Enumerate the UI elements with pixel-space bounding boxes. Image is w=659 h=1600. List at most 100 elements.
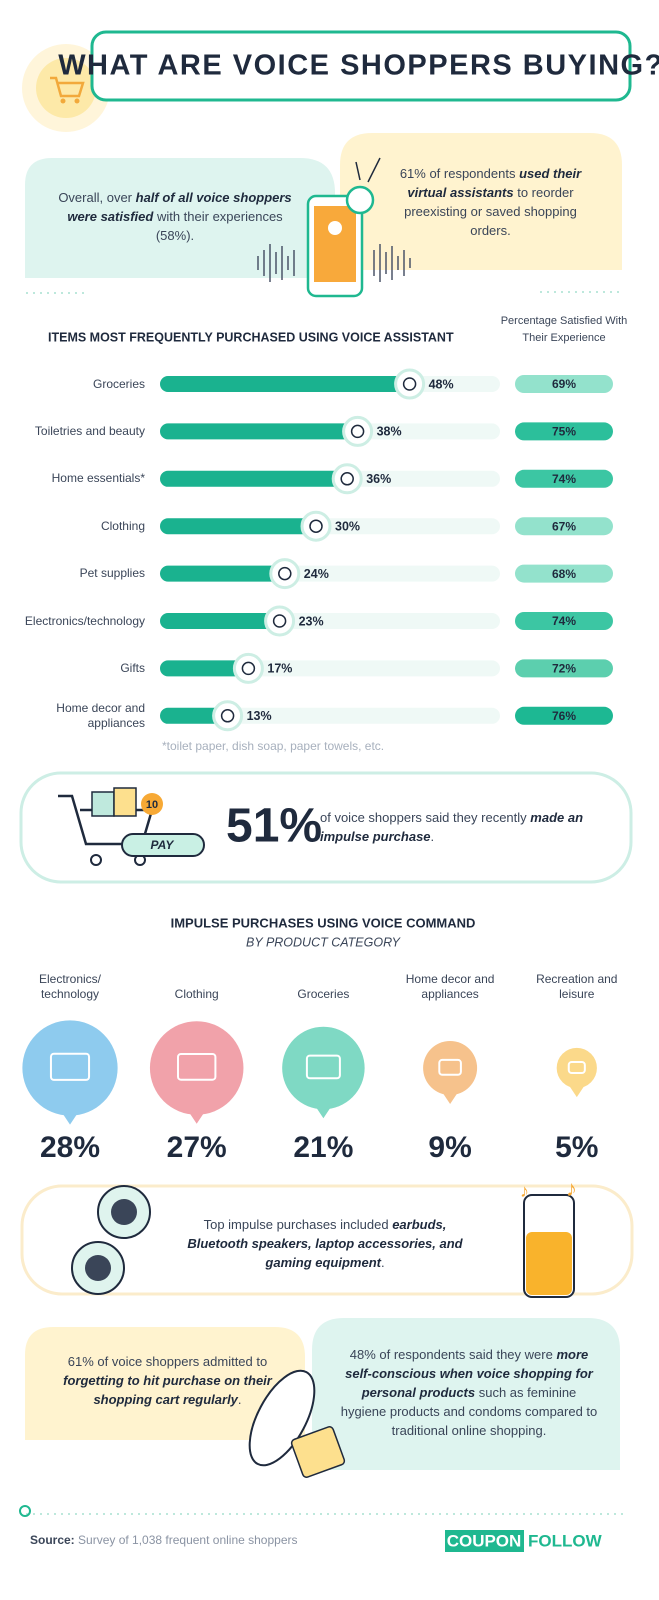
note-icon: ♪: [566, 1176, 577, 1201]
category-label-box: Electronics/ technology: [10, 966, 130, 1002]
text: of voice shoppers said they recently: [320, 810, 531, 825]
category-label: Gifts: [120, 660, 145, 675]
cart-wheel: [60, 98, 66, 104]
emphasis: earbuds, Bluetooth speakers, laptop acce…: [187, 1217, 463, 1270]
chart-title: ITEMS MOST FREQUENTLY PURCHASED USING VO…: [48, 330, 454, 344]
earbud-button: [85, 1255, 111, 1281]
value-label: 24%: [304, 567, 329, 581]
bar-track: [160, 707, 500, 724]
satisfied-pill: [515, 469, 613, 488]
cart-icon: [50, 76, 85, 98]
category-label: Groceries: [92, 376, 145, 391]
satisfied-label: 76%: [552, 709, 576, 723]
bar-knob: [394, 368, 426, 400]
bar-icon: [402, 377, 417, 391]
bubble-tail: [568, 1085, 585, 1098]
text: 48% of respondents said they were: [349, 1347, 557, 1362]
emphasis: half of all voice shoppers were satisfie…: [67, 190, 292, 224]
text: .: [430, 829, 435, 844]
cart-illustration: [58, 794, 154, 846]
source-text: Survey of 1,038 frequent online shoppers: [74, 1533, 298, 1547]
spark: [355, 161, 361, 181]
bar-icon: [272, 614, 287, 628]
cart-wheel: [74, 98, 80, 104]
footnote: *toilet paper, dish soap, paper towels, …: [162, 739, 385, 753]
satisfied-pill: [515, 375, 613, 393]
emphasis: used their virtual assistants: [407, 166, 582, 200]
text: with their experiences (58%).: [153, 209, 283, 243]
value-label: 9%: [428, 1131, 471, 1164]
bubble-tail: [188, 1111, 205, 1124]
earbuds-box: [20, 1184, 634, 1296]
source-label: Source:: [30, 1533, 75, 1547]
bar: [160, 565, 285, 582]
category-label-box: Home decor and appliances: [8, 696, 145, 736]
category-label-box: Clothing: [8, 506, 145, 546]
value-label: 28%: [40, 1131, 100, 1164]
phone-screen: [314, 206, 356, 282]
category-label: Electronics/technology: [24, 613, 145, 628]
badge: [141, 793, 163, 815]
bag: [113, 787, 137, 817]
intro-left-panel: [25, 158, 335, 278]
bubble: [22, 1020, 118, 1116]
satisfied-pill: [515, 422, 613, 441]
bar: [160, 376, 410, 392]
value-label: 30%: [335, 519, 360, 533]
bar-icon: [350, 424, 365, 439]
value-label: 21%: [293, 1131, 353, 1164]
bubble: [282, 1026, 365, 1110]
category-label-box: Groceries: [8, 364, 145, 404]
category-label-box: Home essentials*: [8, 459, 145, 499]
speaker-fill: [526, 1232, 572, 1295]
badge-text: 10: [146, 799, 158, 811]
bar-icon: [309, 519, 323, 533]
satisfied-pill: [515, 659, 613, 678]
emphasis: more self-conscious when voice shopping …: [345, 1347, 593, 1400]
pad: [248, 1369, 316, 1467]
note-icon: ♪: [520, 1181, 529, 1201]
category-label: Groceries: [297, 987, 350, 1001]
bar-knob: [264, 605, 296, 637]
bubble-tail: [442, 1092, 459, 1104]
bar: [160, 707, 228, 724]
pay-text: PAY: [151, 838, 175, 852]
emphasis: made an impulse purchase: [320, 810, 584, 844]
bottom-left-text: 61% of voice shoppers admitted to forget…: [60, 1352, 275, 1409]
cart-circle: [36, 58, 96, 118]
logo-box: [445, 1530, 524, 1552]
intro-right: 61% of respondents used their virtual as…: [383, 164, 598, 240]
category-label: Home essentials*: [51, 471, 145, 486]
bar-icon: [278, 566, 292, 581]
bar-knob: [342, 415, 374, 447]
bottom-left-panel: [25, 1327, 305, 1440]
satisfied-pill: [515, 564, 613, 583]
satisfied-label: 67%: [552, 519, 576, 533]
text: .: [380, 1255, 385, 1270]
impulse-figure: 51%: [226, 800, 322, 853]
category-label: Clothing: [100, 518, 145, 533]
satisfied-pill: [515, 517, 613, 536]
bar: [160, 518, 316, 535]
emphasis: forgetting to hit purchase on their shop…: [63, 1373, 272, 1407]
category-label: Toiletries and beauty: [34, 423, 145, 438]
value-label: 38%: [377, 425, 402, 439]
satisfied-label: 75%: [552, 425, 576, 439]
bar-knob: [331, 463, 363, 495]
text: 61% of respondents: [399, 166, 520, 181]
bar: [160, 613, 280, 629]
satisfied-pill: [515, 706, 613, 725]
bar-icon: [241, 661, 256, 676]
bar-knob: [232, 652, 264, 684]
impulse-text: of voice shoppers said they recently mad…: [320, 808, 590, 846]
value-label: 27%: [167, 1131, 227, 1164]
bubble-icon: [567, 1060, 586, 1075]
bubble-icon: [438, 1058, 462, 1076]
text: Overall, over: [58, 190, 136, 205]
title-box: [90, 30, 632, 102]
category-label-box: Electronics/technology: [8, 601, 145, 641]
bottom-right-panel: [312, 1318, 620, 1470]
bar-icon: [340, 472, 354, 486]
category-label: Electronics/ technology: [38, 972, 102, 1001]
